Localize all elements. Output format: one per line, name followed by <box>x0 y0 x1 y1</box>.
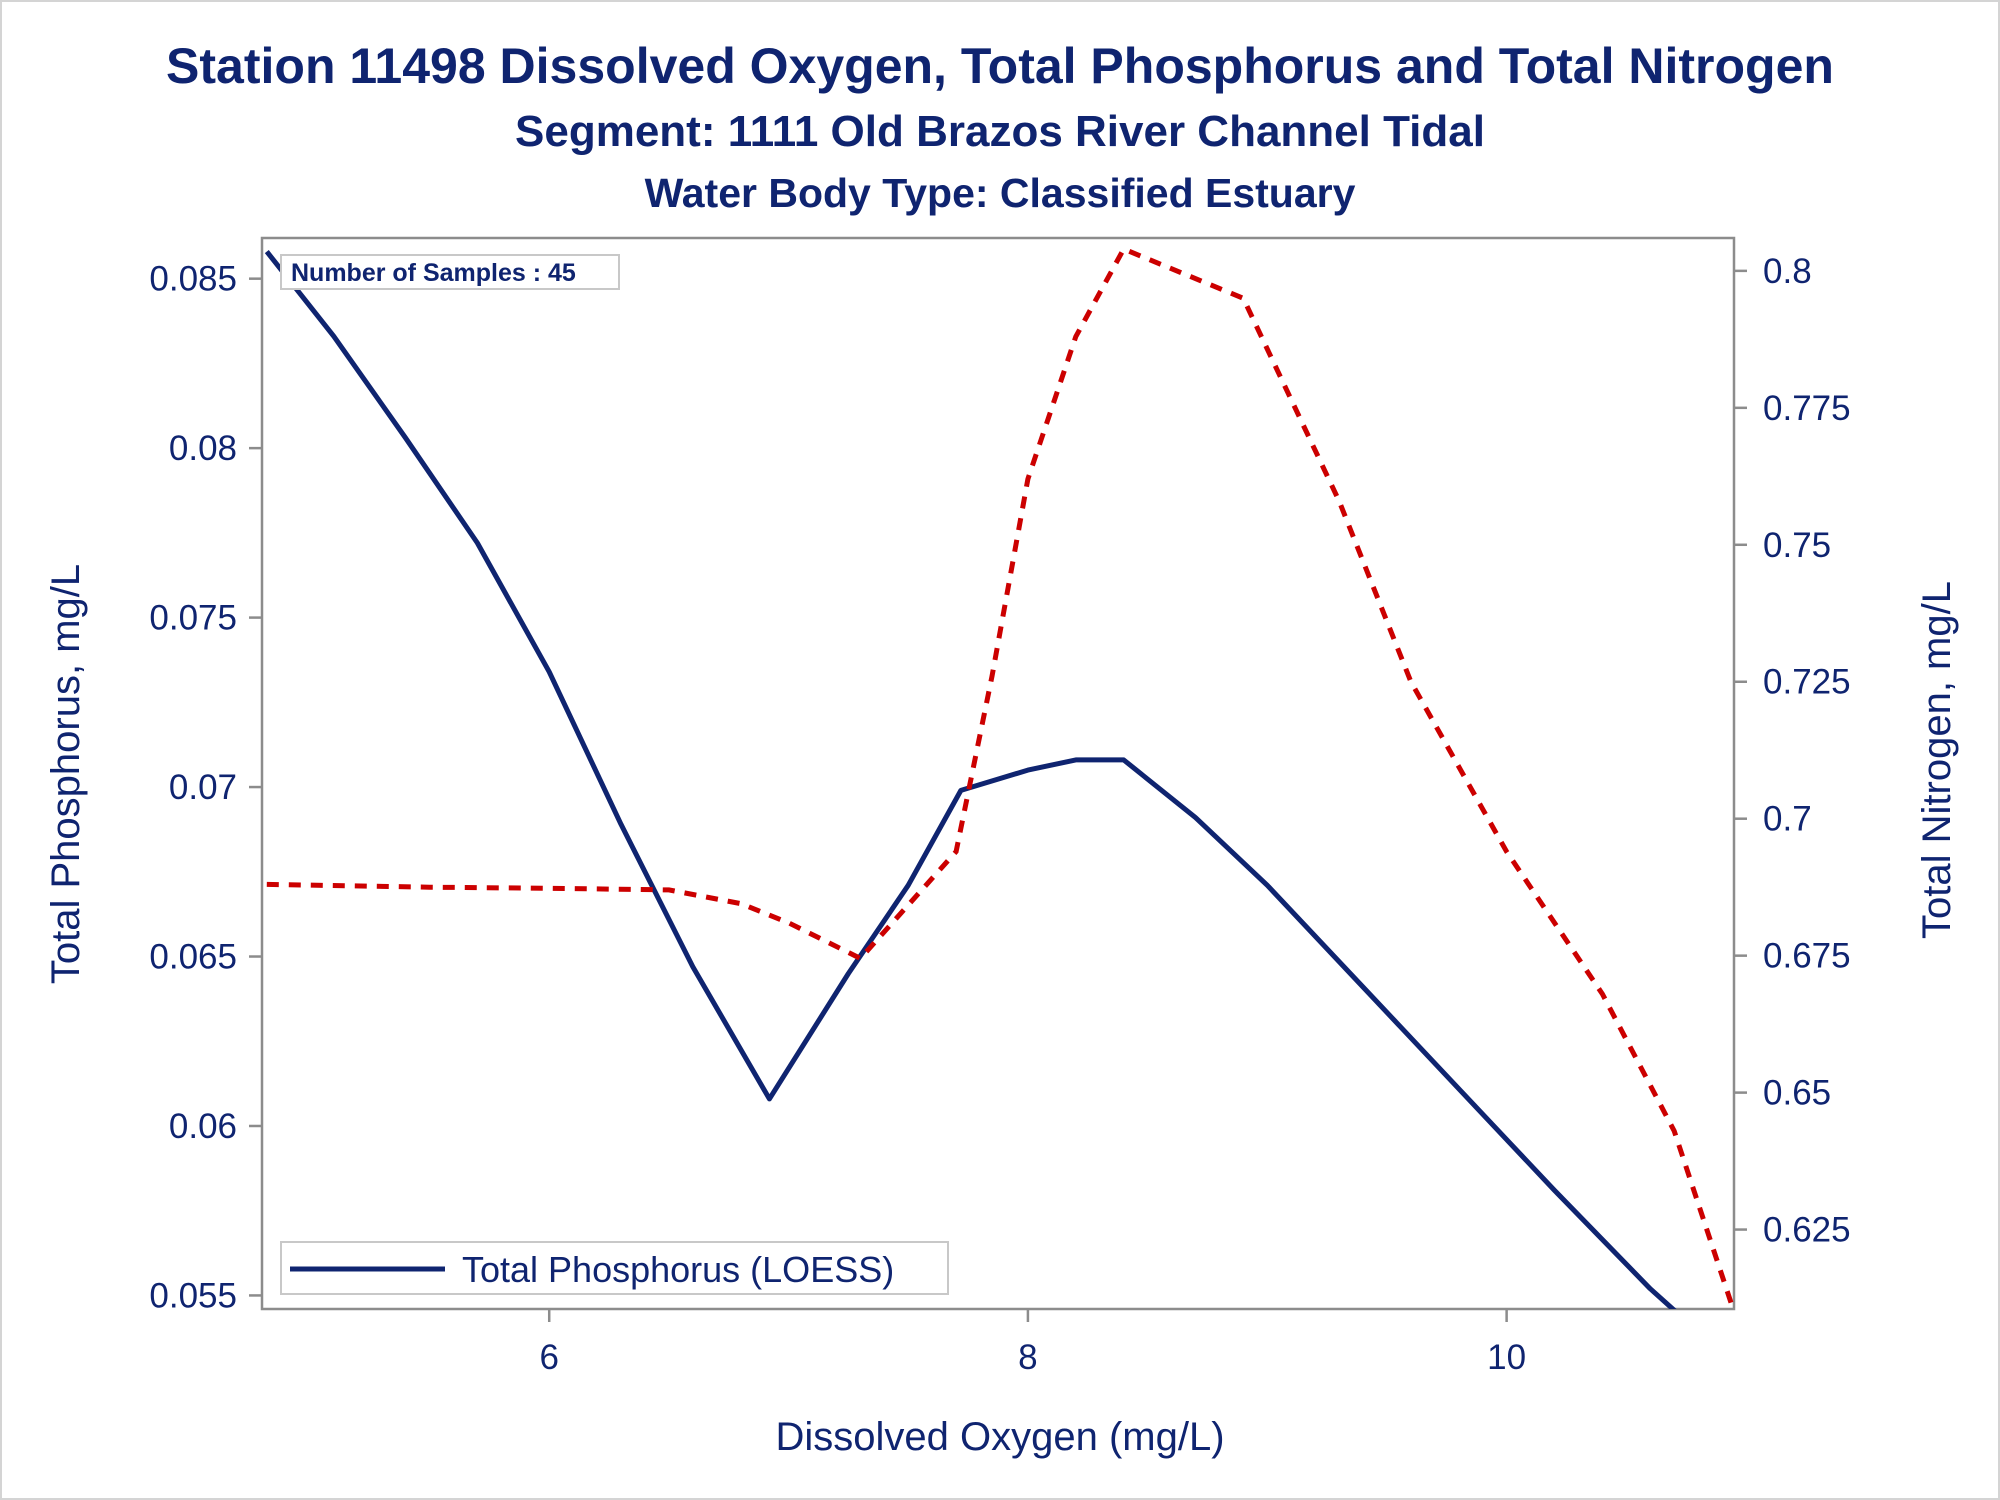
y2-tick-label: 0.675 <box>1763 937 1851 976</box>
y2-tick-label: 0.7 <box>1763 800 1812 839</box>
chart-subtitle-2: Water Body Type: Classified Estuary <box>645 170 1356 216</box>
series-line-total-nitrogen <box>266 245 1734 1309</box>
legend: Total Phosphorus (LOESS) <box>280 1241 949 1295</box>
chart-subtitle: Segment: 1111 Old Brazos River Channel T… <box>515 107 1485 156</box>
y2-tick-label: 0.8 <box>1763 252 1812 291</box>
y-tick-label: 0.055 <box>149 1276 237 1315</box>
sample-count-inset: Number of Samples : 45 <box>280 254 620 290</box>
chart-title: Station 11498 Dissolved Oxygen, Total Ph… <box>166 38 1834 94</box>
y-tick-label: 0.065 <box>149 938 237 977</box>
sample-count-label: Number of Samples : 45 <box>291 259 576 287</box>
y-tick-label: 0.06 <box>169 1107 237 1146</box>
x-tick-label: 8 <box>1018 1338 1037 1377</box>
y-axis-left-title: Total Phosphorus, mg/L <box>44 564 88 984</box>
sample-count-box <box>280 254 620 290</box>
y-tick-label: 0.085 <box>149 260 237 299</box>
y-axis-right-title: Total Nitrogen, mg/L <box>1915 581 1959 939</box>
x-tick-label: 10 <box>1487 1338 1526 1377</box>
x-axis: 6 8 10 <box>539 1309 1526 1377</box>
y2-tick-label: 0.75 <box>1763 526 1831 565</box>
y-tick-label: 0.075 <box>149 599 237 638</box>
series-line-total-phosphorus <box>264 250 1677 1309</box>
x-axis-title: Dissolved Oxygen (mg/L) <box>775 1415 1224 1459</box>
y-axis-right: 0.625 0.65 0.675 0.7 0.725 0.75 0.775 0.8 <box>1734 252 1851 1250</box>
y-axis-left: 0.055 0.06 0.065 0.07 0.075 0.08 0.085 <box>149 260 262 1315</box>
y-tick-label: 0.08 <box>169 429 237 468</box>
y2-tick-label: 0.65 <box>1763 1074 1831 1113</box>
x-tick-label: 6 <box>539 1338 558 1377</box>
legend-label-total-phosphorus: Total Phosphorus (LOESS) <box>462 1249 894 1290</box>
y2-tick-label: 0.625 <box>1763 1211 1851 1250</box>
y2-tick-label: 0.725 <box>1763 663 1851 702</box>
y2-tick-label: 0.775 <box>1763 389 1851 428</box>
y-tick-label: 0.07 <box>169 768 237 807</box>
plot-area <box>260 236 1736 1311</box>
